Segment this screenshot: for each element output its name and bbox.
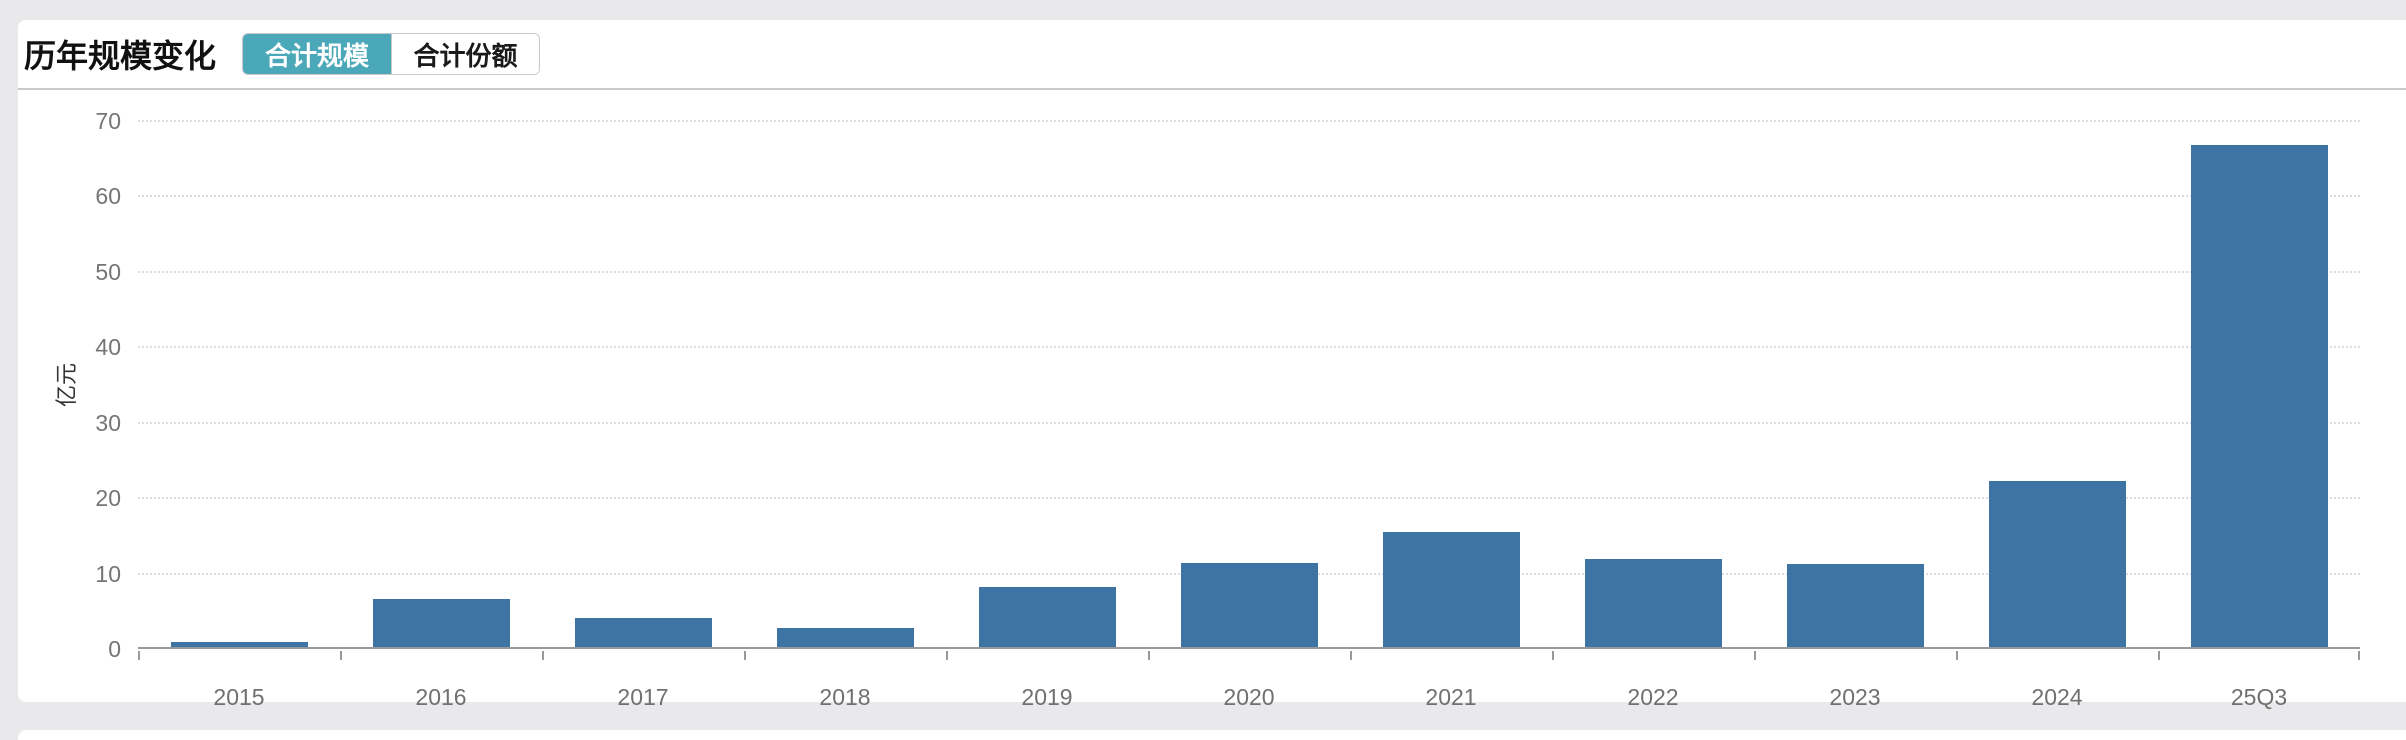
x-axis-tick <box>946 651 948 660</box>
x-axis-tick <box>1754 651 1756 660</box>
y-tick-label: 0 <box>108 636 121 662</box>
y-tick-label: 20 <box>95 485 121 512</box>
card-title: 历年规模变化 <box>24 38 217 74</box>
x-tick-label: 2022 <box>1627 684 1679 710</box>
x-axis-tick <box>340 651 342 660</box>
gridline <box>138 270 2360 273</box>
bar-2015[interactable] <box>171 642 308 647</box>
bar-2017[interactable] <box>575 618 712 647</box>
tab-total-scale[interactable]: 合计规模 <box>243 34 392 74</box>
bar-2020[interactable] <box>1181 563 1318 647</box>
x-axis-tick <box>138 651 140 660</box>
y-tick-label: 40 <box>95 334 121 361</box>
x-tick-label: 2024 <box>2031 684 2083 710</box>
bar-chart: 亿元 0 10 20 30 40 50 60 70 2015 2016 2017 2018 2019 20… <box>18 92 2406 710</box>
x-tick-label: 2015 <box>213 684 265 710</box>
x-axis-tick <box>1350 651 1352 660</box>
x-tick-label: 2023 <box>1829 684 1881 710</box>
next-card-top-edge <box>18 730 2406 740</box>
bar-2018[interactable] <box>777 628 914 647</box>
metric-toggle: 合计规模 合计份额 <box>242 33 541 75</box>
x-axis-tick <box>1552 651 1554 660</box>
x-axis-tick <box>1956 651 1958 660</box>
y-tick-label: 70 <box>95 108 121 134</box>
plot-area <box>138 120 2360 660</box>
x-axis-tick <box>1148 651 1150 660</box>
gridline <box>138 195 2360 198</box>
chart-card: 历年规模变化 合计规模 合计份额 亿元 0 10 20 30 40 50 60 70 2015 2… <box>18 20 2406 710</box>
bar-2021[interactable] <box>1383 532 1520 647</box>
x-tick-label: 2020 <box>1223 684 1275 710</box>
x-tick-label: 2016 <box>415 684 467 710</box>
x-tick-label: 2018 <box>819 684 871 710</box>
bar-2024[interactable] <box>1989 481 2126 647</box>
gridline <box>138 497 2360 500</box>
x-axis-tick <box>744 651 746 660</box>
bar-2016[interactable] <box>373 599 510 647</box>
bar-2023[interactable] <box>1787 564 1924 647</box>
x-axis-tick <box>2158 651 2160 660</box>
y-tick-label: 10 <box>95 560 121 587</box>
x-axis-tick <box>2358 651 2360 660</box>
bar-2019[interactable] <box>979 587 1116 647</box>
x-tick-label: 2017 <box>617 684 669 710</box>
y-tick-label: 30 <box>95 409 121 436</box>
tab-total-share[interactable]: 合计份额 <box>391 34 540 74</box>
bar-25Q3[interactable] <box>2191 145 2328 647</box>
y-tick-label: 50 <box>95 258 121 285</box>
bar-2022[interactable] <box>1585 559 1722 647</box>
card-header: 历年规模变化 合计规模 合计份额 <box>18 20 2406 90</box>
y-axis-title: 亿元 <box>54 362 79 408</box>
x-tick-label: 25Q3 <box>2230 684 2288 710</box>
x-tick-label: 2019 <box>1021 684 1073 710</box>
x-axis-tick <box>542 651 544 660</box>
gridline <box>138 346 2360 349</box>
y-tick-label: 60 <box>95 183 121 210</box>
gridline <box>138 120 2360 122</box>
gridline <box>138 421 2360 424</box>
x-tick-label: 2021 <box>1425 684 1477 710</box>
